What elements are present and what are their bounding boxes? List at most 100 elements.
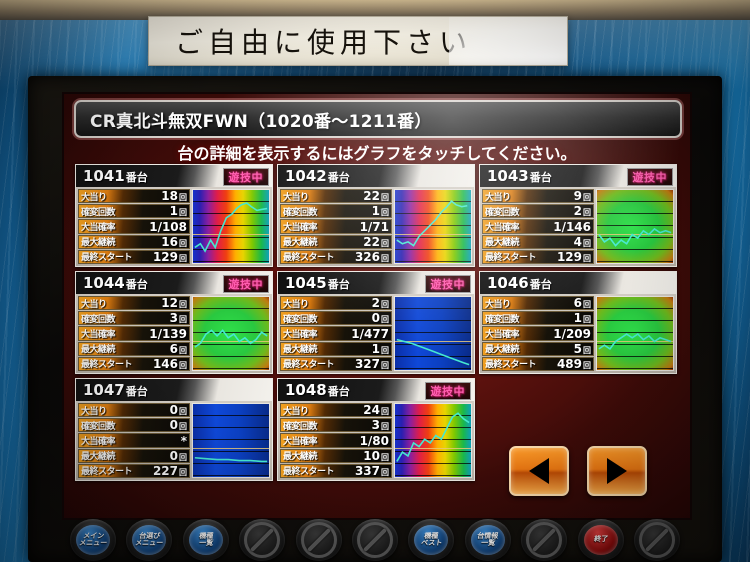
stat-label: 確変回数 [485,207,520,218]
machine-card-header: 1047番台 [76,379,272,401]
payout-graph[interactable] [192,296,270,371]
stat-value: 16回 [161,234,187,249]
stat-label: 大当り [81,299,107,310]
stat-label: 大当り [283,406,309,417]
stat-value: 129回 [556,249,591,264]
paper-sign-text: ご自由に使用下さい [175,26,473,59]
stat-value: 1/477 [351,326,389,341]
machine-number: 1041番台 [83,166,148,185]
payout-graph[interactable] [596,296,674,371]
stat-label: 最大継続 [81,452,116,463]
graph-baseline [193,233,269,235]
hardware-button-8[interactable]: 台情報 一覧 [464,519,511,561]
payout-graph[interactable] [192,403,270,478]
stat-value: 22回 [363,189,389,204]
machine-number: 1042番台 [285,166,350,185]
stat-value: 326回 [354,249,389,264]
stat-row: 確変回数 1回 [78,204,190,219]
stat-row: 大当り 18回 [78,189,190,204]
stat-label: 大当り [81,192,107,203]
machine-card-1046[interactable]: 1046番台 大当り 6回 確変回数 1回 大当確率 1/209 最大継続 5回 最終スタート 48… [479,271,677,374]
graph-line [395,404,471,474]
payout-graph[interactable] [596,189,674,264]
hardware-button-2[interactable]: 台選び メニュー [126,519,173,561]
machine-card-body: 大当り 18回 確変回数 1回 大当確率 1/108 最大継続 16回 最終スタート 129回 [76,187,272,266]
graph-line [597,190,673,260]
stat-value: 1/209 [553,326,591,341]
stat-unit: 回 [583,193,591,203]
stat-list: 大当り 12回 確変回数 3回 大当確率 1/139 最大継続 6回 最終スタート 146回 [78,296,190,372]
disabled-icon [638,522,675,558]
stat-value: 489回 [556,356,591,371]
stat-value: 146回 [152,356,187,371]
stat-unit: 回 [179,300,187,310]
machine-card-1047[interactable]: 1047番台 大当り 0回 確変回数 0回 大当確率 * 最大継続 0回 最終スタート 227回 [75,378,273,481]
machine-number: 1047番台 [83,380,148,399]
stat-value: * [180,433,187,448]
stat-value: 1/108 [149,219,187,234]
stat-row: 最終スタート 129回 [78,249,190,265]
stat-row: 大当確率 * [78,433,190,448]
machine-card-1042[interactable]: 1042番台 大当り 22回 確変回数 1回 大当確率 1/71 最大継続 22回 最終スタート 3… [277,164,475,267]
payout-graph[interactable] [394,403,472,478]
stat-value: 10回 [363,448,389,463]
stat-label: 大当確率 [283,223,318,234]
machine-card-1041[interactable]: 1041番台 遊技中 大当り 18回 確変回数 1回 大当確率 1/108 最大継続 16回 最終ス… [75,164,273,267]
stat-row: 最終スタート 227回 [78,463,190,479]
stat-label: 確変回数 [283,314,318,325]
hardware-button-cap: 台情報 一覧 [470,525,505,555]
graph-gridlines [395,190,471,263]
stat-value: 337回 [354,463,389,478]
stat-value: 0回 [371,311,389,326]
stat-unit: 回 [179,208,187,218]
hardware-button-label-line2: 一覧 [480,539,496,547]
terminal-screen: CR真北斗無双FWN（1020番〜1211番） 台の詳細を表示するにはグラフをタ… [62,92,692,520]
right-arrow-icon [607,458,627,484]
stat-label: 最大継続 [283,238,318,249]
stat-unit: 回 [179,345,187,355]
stat-row: 最終スタート 337回 [280,463,392,479]
machine-number-suffix: 番台 [529,277,552,291]
machine-card-body: 大当り 12回 確変回数 3回 大当確率 1/139 最大継続 6回 最終スタート 146回 [76,294,272,373]
machine-card-1048[interactable]: 1048番台 遊技中 大当り 24回 確変回数 3回 大当確率 1/80 最大継続 10回 最終スタ… [277,378,475,481]
payout-graph[interactable] [394,189,472,264]
machine-card-body: 大当り 24回 確変回数 3回 大当確率 1/80 最大継続 10回 最終スタート 337回 [278,401,474,480]
hardware-button-1[interactable]: メイン メニュー [70,519,116,561]
hardware-button-3[interactable]: 機種 一覧 [182,519,229,561]
stat-row: 最終スタート 146回 [78,356,190,372]
stat-unit: 回 [583,238,591,248]
stat-label: 最終スタート [283,467,335,478]
stat-label: 大当り [485,299,511,310]
stat-value: 227回 [152,463,187,478]
prev-page-button[interactable] [509,446,569,496]
payout-graph[interactable] [192,189,270,264]
stat-row: 大当り 12回 [78,296,190,311]
machine-number: 1044番台 [83,273,148,292]
stat-label: 最終スタート [283,360,335,371]
stat-row: 大当り 24回 [280,403,392,418]
status-badge: 遊技中 [626,168,673,186]
stat-label: 最終スタート [81,360,133,371]
status-badge-label: 遊技中 [228,170,263,184]
stat-unit: 回 [381,345,389,355]
hardware-button-cap: 台選び メニュー [132,525,167,555]
stat-label: 確変回数 [81,314,116,325]
stat-row: 最大継続 22回 [280,234,392,249]
status-badge-label: 遊技中 [632,170,667,184]
stat-row: 大当り 0回 [78,403,190,418]
stat-value: 1回 [371,204,389,219]
payout-graph[interactable] [394,296,472,371]
machine-card-1044[interactable]: 1044番台 遊技中 大当り 12回 確変回数 3回 大当確率 1/139 最大継続 6回 最終スタ… [75,271,273,374]
stat-list: 大当り 24回 確変回数 3回 大当確率 1/80 最大継続 10回 最終スタート 337回 [280,403,392,479]
machine-card-1045[interactable]: 1045番台 遊技中 大当り 2回 確変回数 0回 大当確率 1/477 最大継続 1回 最終スター… [277,271,475,374]
stat-row: 確変回数 2回 [482,204,594,219]
next-page-button[interactable] [587,446,647,496]
machine-number-suffix: 番台 [529,170,552,184]
stat-value: 1/139 [149,326,187,341]
machine-card-1043[interactable]: 1043番台 遊技中 大当り 9回 確変回数 2回 大当確率 1/146 最大継続 4回 最終スター… [479,164,677,267]
hardware-button-10[interactable]: 終了 [577,519,624,561]
hardware-button-5 [295,519,342,561]
hardware-button-7[interactable]: 機種 ベスト [408,519,455,561]
machine-number-suffix: 番台 [327,277,350,291]
stat-value: 0回 [169,418,187,433]
